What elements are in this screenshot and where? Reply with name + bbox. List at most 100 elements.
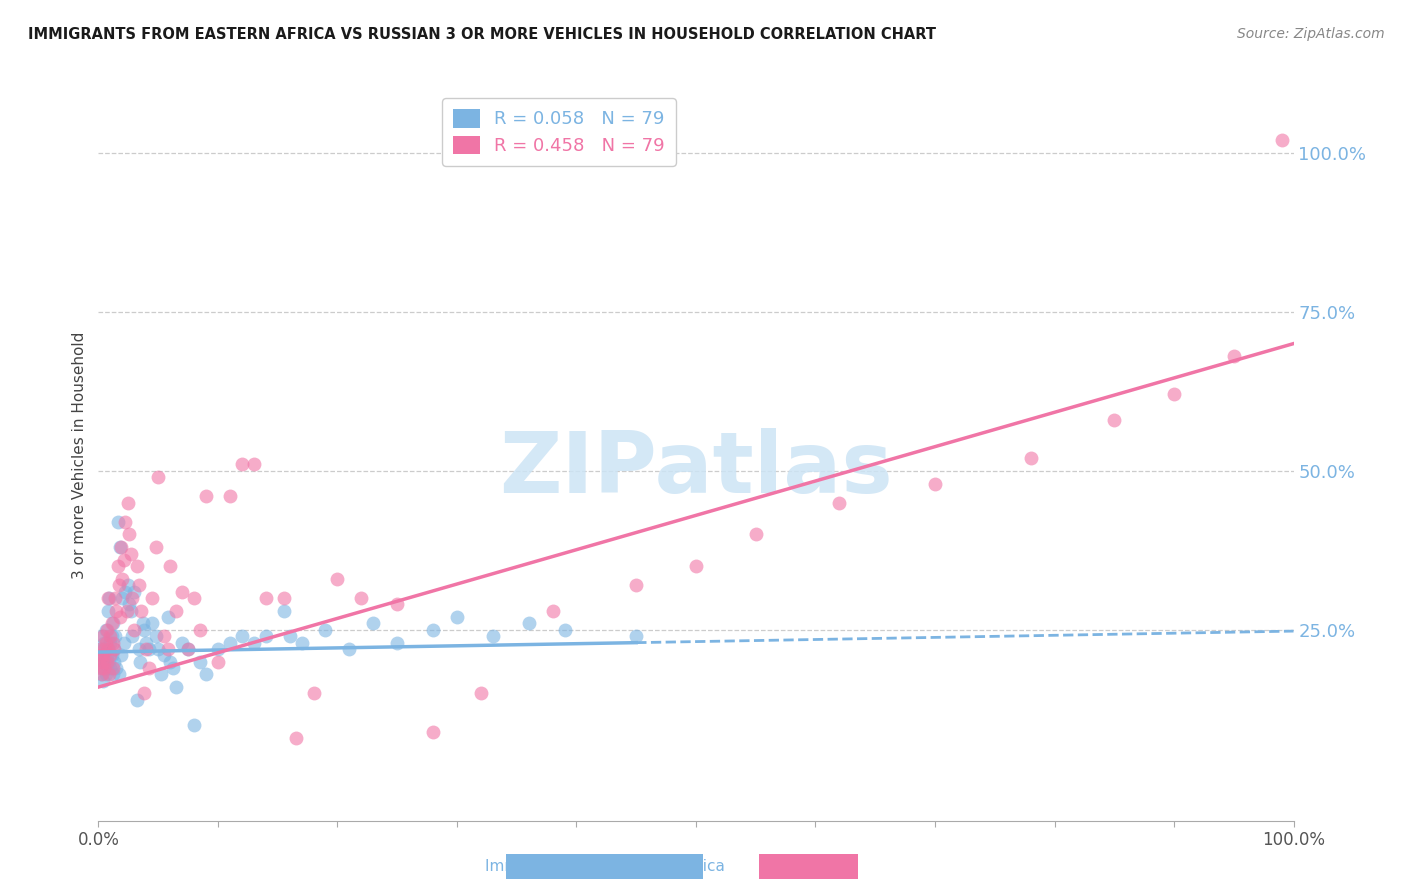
Point	[101, 667, 124, 681]
Point	[108, 540, 131, 554]
Point	[132, 623, 155, 637]
Point	[118, 527, 141, 541]
Point	[98, 655, 121, 669]
Point	[89, 641, 111, 656]
Point	[1163, 387, 1185, 401]
Point	[153, 629, 176, 643]
Point	[124, 623, 146, 637]
Point	[91, 673, 114, 688]
Point	[98, 635, 122, 649]
Point	[828, 495, 851, 509]
Point	[554, 623, 576, 637]
Point	[94, 623, 117, 637]
Point	[291, 635, 314, 649]
Point	[273, 604, 295, 618]
Point	[120, 604, 142, 618]
Point	[302, 686, 325, 700]
Point	[172, 635, 194, 649]
Point	[97, 591, 120, 605]
Point	[96, 655, 118, 669]
Point	[103, 655, 125, 669]
Point	[107, 667, 129, 681]
Point	[363, 616, 385, 631]
Point	[108, 610, 131, 624]
Point	[117, 578, 139, 592]
Point	[149, 667, 172, 681]
Point	[117, 495, 139, 509]
Point	[118, 598, 141, 612]
Point	[97, 641, 120, 656]
Point	[91, 667, 114, 681]
Point	[243, 635, 266, 649]
Point	[350, 591, 373, 605]
Point	[1019, 451, 1042, 466]
Point	[121, 591, 143, 605]
Point	[219, 489, 242, 503]
Point	[517, 616, 540, 631]
Point	[141, 616, 163, 631]
Text: Russians: Russians	[775, 859, 842, 873]
Point	[626, 578, 648, 592]
Point	[98, 648, 122, 663]
Point	[141, 591, 163, 605]
Point	[135, 635, 157, 649]
Point	[148, 641, 170, 656]
Point	[183, 718, 205, 732]
Point	[128, 578, 150, 592]
Point	[114, 584, 136, 599]
Point	[93, 655, 115, 669]
Point	[97, 641, 120, 656]
Point	[745, 527, 768, 541]
Point	[120, 547, 142, 561]
Point	[278, 629, 301, 643]
Point	[165, 604, 187, 618]
Point	[97, 604, 120, 618]
Point	[90, 655, 112, 669]
Point	[156, 610, 179, 624]
Point	[132, 686, 155, 700]
Point	[98, 591, 121, 605]
Text: IMMIGRANTS FROM EASTERN AFRICA VS RUSSIAN 3 OR MORE VEHICLES IN HOUSEHOLD CORREL: IMMIGRANTS FROM EASTERN AFRICA VS RUSSIA…	[28, 27, 936, 42]
Point	[165, 680, 187, 694]
Point	[105, 604, 128, 618]
Point	[138, 661, 160, 675]
Point	[125, 559, 148, 574]
Point	[385, 635, 409, 649]
Point	[326, 572, 349, 586]
Point	[153, 648, 176, 663]
Point	[91, 629, 114, 643]
Point	[470, 686, 492, 700]
Point	[98, 629, 122, 643]
Point	[115, 604, 138, 618]
Point	[100, 648, 122, 663]
Point	[145, 540, 167, 554]
Text: Source: ZipAtlas.com: Source: ZipAtlas.com	[1237, 27, 1385, 41]
Point	[159, 559, 181, 574]
Point	[91, 629, 114, 643]
Point	[125, 693, 148, 707]
Point	[121, 629, 143, 643]
Point	[110, 540, 132, 554]
Point	[96, 623, 118, 637]
Point	[110, 648, 132, 663]
Point	[96, 648, 118, 663]
Point	[254, 629, 277, 643]
Point	[90, 648, 112, 663]
Point	[93, 641, 115, 656]
Point	[385, 598, 409, 612]
Point	[188, 655, 211, 669]
Point	[135, 641, 157, 656]
Point	[138, 641, 160, 656]
Point	[162, 661, 184, 675]
Point	[93, 661, 115, 675]
Point	[93, 635, 115, 649]
Point	[129, 655, 152, 669]
Point	[124, 584, 146, 599]
Point	[231, 458, 253, 472]
Point	[104, 629, 127, 643]
Point	[111, 591, 134, 605]
Point	[156, 641, 179, 656]
Point	[1222, 349, 1246, 363]
Point	[219, 635, 242, 649]
Point	[685, 559, 707, 574]
